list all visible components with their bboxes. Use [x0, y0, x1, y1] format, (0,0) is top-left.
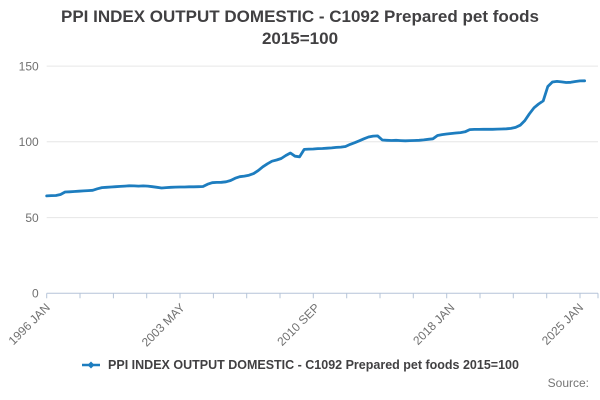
x-axis-labels: 1996 JAN 2003 MAY 2010 SEP 2018 JAN 2025 JAN [6, 301, 586, 350]
svg-text:2018 JAN: 2018 JAN [410, 301, 457, 348]
chart-title-line1: PPI INDEX OUTPUT DOMESTIC - C1092 Prepar… [61, 7, 539, 26]
y-axis-labels: 0 50 100 150 [19, 59, 39, 300]
svg-text:150: 150 [19, 59, 39, 73]
source-label: Source: [547, 376, 589, 390]
legend[interactable]: PPI INDEX OUTPUT DOMESTIC - C1092 Prepar… [0, 358, 600, 372]
legend-label: PPI INDEX OUTPUT DOMESTIC - C1092 Prepar… [108, 358, 519, 372]
line-chart: 0 50 100 150 1996 JAN 2003 MAY 2010 SEP 2018 JA… [6, 59, 599, 350]
x-axis [46, 292, 599, 299]
svg-text:2003 MAY: 2003 MAY [139, 301, 188, 350]
chart-title: PPI INDEX OUTPUT DOMESTIC - C1092 Prepar… [0, 0, 600, 51]
y-gridlines [46, 65, 598, 219]
series-line[interactable] [45, 79, 586, 198]
chart-title-line2: 2015=100 [261, 29, 339, 49]
svg-text:100: 100 [19, 135, 39, 149]
svg-text:50: 50 [25, 211, 39, 225]
svg-text:2010 SEP: 2010 SEP [274, 301, 322, 349]
legend-series-marker-icon [82, 361, 101, 369]
svg-text:2025 JAN: 2025 JAN [539, 301, 586, 348]
svg-text:0: 0 [32, 287, 39, 301]
svg-text:1996 JAN: 1996 JAN [6, 301, 53, 348]
